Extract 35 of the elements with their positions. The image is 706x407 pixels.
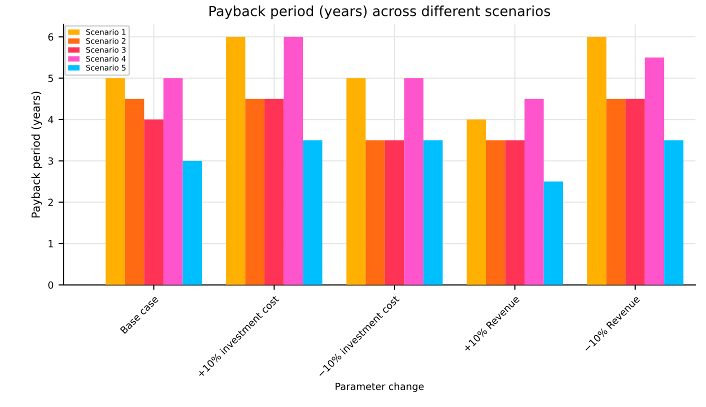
bar [182, 160, 202, 285]
y-axis-title: Payback period (years) [31, 92, 42, 218]
bar [606, 98, 626, 285]
y-tick-label: 6 [48, 33, 54, 41]
y-tick-label: 3 [48, 157, 54, 165]
bar [303, 140, 322, 285]
bar [384, 140, 404, 285]
bar [346, 78, 366, 285]
bar [626, 98, 645, 285]
bar [245, 98, 265, 285]
bar [163, 78, 183, 285]
y-tick-label: 4 [48, 116, 54, 124]
x-axis-title: Parameter change [336, 382, 424, 392]
bar [284, 36, 304, 285]
bar [106, 78, 125, 285]
bar [544, 182, 564, 285]
chart-title: Payback period (years) across different scenarios [210, 6, 550, 19]
bar [226, 36, 246, 285]
bar [423, 140, 443, 285]
bar [366, 140, 385, 285]
bar [466, 120, 486, 285]
y-tick-label: 1 [48, 240, 53, 248]
bar [264, 98, 284, 285]
bar [524, 98, 544, 285]
bar [144, 120, 164, 285]
y-tick-label: 2 [48, 198, 53, 206]
bar [505, 140, 525, 285]
bar [644, 57, 664, 285]
bar [664, 140, 684, 285]
bar [587, 36, 606, 285]
y-tick-label: 0 [48, 281, 54, 289]
bar [486, 140, 506, 285]
bar [124, 98, 144, 285]
y-tick-label: 5 [48, 74, 53, 82]
bar [404, 78, 424, 285]
